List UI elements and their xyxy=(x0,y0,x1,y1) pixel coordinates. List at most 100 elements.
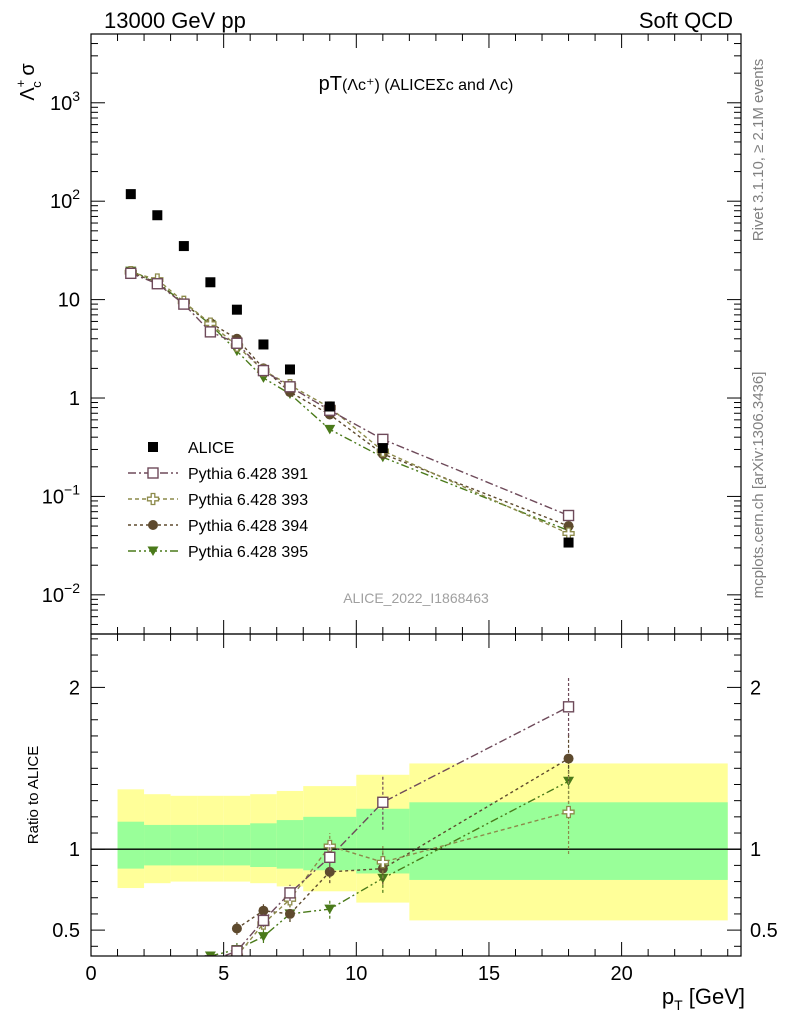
series-line-p394 xyxy=(130,271,569,527)
main-y-tick-label-base: 10 xyxy=(50,191,72,213)
ratio-point-p395 xyxy=(257,932,269,942)
ratio-point-p394 xyxy=(231,923,242,934)
ratio-point-p394 xyxy=(563,753,574,764)
legend-marker-p393 xyxy=(146,492,160,506)
main-y-tick-label-base: 10 xyxy=(58,290,80,312)
legend-marker-p391 xyxy=(147,467,159,479)
legend-label-p391: Pythia 6.428 391 xyxy=(188,466,308,483)
legend-item-p393: Pythia 6.428 393 xyxy=(128,492,308,509)
main-y-tick-label-base: 10 xyxy=(42,486,64,508)
ratio-point-p394 xyxy=(284,908,295,919)
main-y-tick-label-exp: −2 xyxy=(64,580,80,596)
ratio-point-p393 xyxy=(376,856,389,869)
uncertainty-band-inner xyxy=(276,820,304,869)
main-y-tick-label: 103 xyxy=(50,88,80,115)
ratio-y-axis-label: Ratio to ALICE xyxy=(25,746,42,844)
data-point-p391 xyxy=(377,433,389,446)
x-tick-label: 20 xyxy=(610,963,632,985)
series-line-p391 xyxy=(130,272,569,517)
main-y-tick-label: 10 xyxy=(58,290,80,312)
main-y-tick-label: 10−1 xyxy=(42,481,80,508)
data-point-alice xyxy=(377,443,388,454)
x-tick-label: 15 xyxy=(478,963,500,985)
main-y-axis-label-sup: + xyxy=(13,80,28,88)
main-y-tick-label: 1 xyxy=(69,388,80,410)
legend-item-alice: ALICE xyxy=(148,440,234,457)
ratio-y-tick-label-right: 0.5 xyxy=(750,920,778,942)
data-point-alice xyxy=(125,189,136,200)
analysis-watermark: ALICE_2022_I1868463 xyxy=(343,590,489,606)
data-point-alice xyxy=(205,277,216,288)
ratio-point-p395 xyxy=(324,904,336,915)
main-y-axis-label-rest: σ xyxy=(17,63,39,82)
ratio-y-tick-label: 1 xyxy=(69,839,80,861)
legend-label-alice: ALICE xyxy=(188,440,234,457)
header-left-label: 13000 GeV pp xyxy=(104,8,246,33)
ratio-point-p391 xyxy=(562,701,575,713)
data-point-p391 xyxy=(178,298,190,310)
main-y-tick-label: 10−2 xyxy=(42,580,80,607)
legend-label-p394: Pythia 6.428 394 xyxy=(188,518,308,535)
main-y-tick-label-exp: 3 xyxy=(72,88,80,104)
main-y-tick-label-base: 1 xyxy=(69,388,80,410)
side-label-rivet: Rivet 3.1.10, ≥ 2.1M events xyxy=(750,59,767,242)
x-axis-label-main: p xyxy=(662,984,674,1009)
ratio-point-p393 xyxy=(562,805,575,819)
plot-title-rest: (Λc⁺) (ALICEΣc and Λc) xyxy=(342,77,513,94)
legend-item-p391: Pythia 6.428 391 xyxy=(128,466,308,483)
x-axis-label-rest: [GeV] xyxy=(683,984,745,1009)
x-tick-label: 0 xyxy=(85,963,96,985)
data-point-alice xyxy=(284,364,295,375)
main-y-tick-label-exp: −1 xyxy=(64,481,80,497)
main-y-tick-label-base: 10 xyxy=(50,93,72,115)
ratio-point-p394 xyxy=(377,863,388,874)
data-point-p395 xyxy=(324,424,336,435)
main-y-tick-label-exp: 2 xyxy=(72,186,80,202)
data-point-p394 xyxy=(563,521,574,532)
legend-marker-p395 xyxy=(147,546,159,556)
ratio-point-p391 xyxy=(284,887,296,899)
x-tick-label: 10 xyxy=(345,963,367,985)
data-point-p391 xyxy=(284,381,296,393)
ratio-y-tick-label: 2 xyxy=(69,677,80,699)
uncertainty-band-inner xyxy=(223,824,251,866)
series-line-p393 xyxy=(130,271,569,535)
ratio-y-tick-label-right: 1 xyxy=(750,839,761,861)
main-y-tick-label-base: 10 xyxy=(42,585,64,607)
ratio-point-p391 xyxy=(377,796,389,808)
ratio-point-p394 xyxy=(258,905,269,916)
data-point-p391 xyxy=(231,337,243,349)
ratio-y-tick-label: 0.5 xyxy=(52,920,80,942)
main-y-axis-label-main: Λ xyxy=(17,87,39,101)
ratio-point-p391 xyxy=(231,945,243,956)
legend-marker-alice xyxy=(148,442,158,452)
ratio-point-p394 xyxy=(324,866,335,877)
ratio-plot-frame xyxy=(90,633,742,957)
legend-item-p394: Pythia 6.428 394 xyxy=(128,518,308,535)
ratio-panel: 0.5 0.51 12 20 5 10 15 20 xyxy=(52,633,778,985)
uncertainty-band-inner xyxy=(250,823,277,868)
ratio-point-p391 xyxy=(204,955,217,956)
legend: ALICE Pythia 6.428 391 Pythia 6.428 393 Pyt… xyxy=(128,440,308,561)
x-axis-label-sub: T xyxy=(674,997,683,1013)
ratio-point-p391 xyxy=(324,851,336,863)
ratio-point-p395 xyxy=(204,951,216,956)
side-label-mcplots: mcplots.cern.ch [arXiv:1306.3436] xyxy=(750,372,767,599)
main-y-axis-label: Λ+c σ xyxy=(13,63,44,101)
ratio-line-p393 xyxy=(236,811,569,956)
data-point-p391 xyxy=(125,267,137,280)
ratio-line-p394 xyxy=(236,757,569,930)
ratio-y-tick-label-right: 2 xyxy=(750,677,761,699)
data-point-alice xyxy=(178,241,189,252)
ratio-point-p391 xyxy=(257,914,270,927)
legend-marker-p394 xyxy=(148,520,158,530)
uncertainty-band-inner xyxy=(197,824,224,866)
data-point-alice xyxy=(152,210,163,221)
series-line-p395 xyxy=(130,270,569,532)
legend-item-p395: Pythia 6.428 395 xyxy=(128,544,308,561)
main-y-axis-label-sub: c xyxy=(29,81,44,88)
data-point-alice xyxy=(258,339,269,350)
data-point-p391 xyxy=(562,509,575,522)
data-point-alice xyxy=(324,401,335,412)
